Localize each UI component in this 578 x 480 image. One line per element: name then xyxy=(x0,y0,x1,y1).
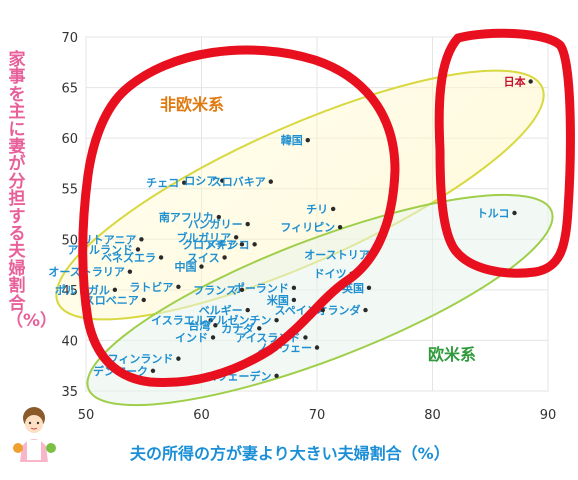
point-label: スロバキア xyxy=(211,176,266,189)
data-point xyxy=(291,285,297,291)
y-tick-label: 40 xyxy=(61,334,78,349)
point-label: ポーランド xyxy=(234,281,289,295)
y-tick-label: 50 xyxy=(61,233,78,248)
point-label: インド xyxy=(175,331,208,344)
data-point xyxy=(213,323,218,328)
data-point xyxy=(366,285,372,291)
data-point xyxy=(337,224,343,230)
point-label: チェコ xyxy=(146,177,179,190)
point-label: オランダ xyxy=(317,303,361,317)
y-tick-label: 35 xyxy=(61,385,78,400)
data-point xyxy=(239,287,245,293)
point-label: 中国 xyxy=(175,260,197,274)
point-label: フィンランド xyxy=(108,353,174,366)
data-point xyxy=(245,221,250,227)
point-label: イスラエル xyxy=(151,314,206,327)
red-circle-western-outliers xyxy=(434,28,575,278)
y-axis-label: 家事を主に妻が分担する夫婦割合（%） xyxy=(6,50,58,332)
data-point xyxy=(314,345,320,350)
data-point xyxy=(233,235,239,240)
y-tick-labels: 35 40 45 50 55 60 65 70 xyxy=(61,31,78,400)
data-point xyxy=(176,284,181,290)
data-point xyxy=(141,297,146,303)
red-circle-non-western xyxy=(78,45,400,387)
data-point xyxy=(135,247,141,252)
data-point xyxy=(176,356,181,361)
point-label: チリ xyxy=(306,203,328,216)
data-point xyxy=(239,242,245,247)
data-point xyxy=(158,255,164,260)
point-label: ドイツ xyxy=(314,268,347,281)
data-point xyxy=(363,307,368,313)
data-point xyxy=(127,269,133,274)
data-point xyxy=(210,335,216,340)
data-point xyxy=(512,210,517,216)
x-tick-label: 60 xyxy=(193,408,210,423)
data-point xyxy=(528,79,533,84)
x-tick-label: 50 xyxy=(78,408,95,423)
x-tick-label: 70 xyxy=(309,408,326,423)
x-tick-labels: 50 60 70 80 90 xyxy=(78,408,557,423)
y-tick-label: 70 xyxy=(61,31,78,46)
group-label-non-western: 非欧米系 xyxy=(160,95,224,114)
x-tick-label: 80 xyxy=(424,408,441,423)
data-point xyxy=(252,242,257,247)
point-label: トルコ xyxy=(477,207,510,220)
data-point xyxy=(305,137,310,143)
point-label: ベルギー xyxy=(199,303,243,317)
data-point xyxy=(181,180,187,185)
y-tick-label: 55 xyxy=(61,183,78,198)
point-label: ラトビア xyxy=(129,280,173,294)
red-circle-annotations xyxy=(78,28,575,387)
data-point xyxy=(208,318,213,323)
data-point xyxy=(150,368,156,373)
data-point xyxy=(220,178,225,183)
point-label: アルゼンチン xyxy=(206,313,272,327)
data-point xyxy=(222,255,227,260)
point-label: 台湾 xyxy=(188,318,210,332)
data-point xyxy=(199,264,204,269)
point-label: ブルガリア xyxy=(176,230,231,244)
data-point xyxy=(303,335,308,340)
point-label: オーストリア xyxy=(304,248,369,261)
point-label: カナダ xyxy=(221,321,254,335)
data-point xyxy=(274,318,279,323)
point-label: 米国 xyxy=(266,293,289,307)
data-point xyxy=(216,214,222,220)
point-label: リトアニア xyxy=(82,233,137,246)
data-point xyxy=(274,373,279,379)
point-label: ロシア xyxy=(184,175,217,188)
point-label: 韓国 xyxy=(281,133,303,147)
point-label: メキシコ xyxy=(206,238,250,251)
x-axis-label: 夫の所得の方が妻より大きい夫婦割合（%） xyxy=(130,444,450,463)
point-label: スロベニア xyxy=(84,294,139,307)
data-point xyxy=(139,237,144,242)
data-point xyxy=(330,206,336,212)
data-point xyxy=(291,297,297,303)
point-label: 日本 xyxy=(504,75,526,89)
data-point xyxy=(245,307,250,313)
point-label: ハンガリー xyxy=(188,217,243,231)
y-tick-label: 65 xyxy=(61,82,78,97)
housewife-mascot-icon xyxy=(13,407,56,462)
x-tick-label: 90 xyxy=(540,408,557,423)
data-point xyxy=(268,179,273,184)
y-tick-label: 45 xyxy=(61,284,78,299)
point-label: スイス xyxy=(187,251,220,264)
data-point xyxy=(112,287,118,293)
data-point xyxy=(257,326,262,331)
point-label: フィリピン xyxy=(280,221,335,234)
point-label: クロアチア xyxy=(182,238,237,251)
point-label: フランス xyxy=(193,284,237,297)
point-label: ベネズエラ xyxy=(101,250,156,264)
group-label-western: 欧米系 xyxy=(428,345,476,364)
point-label: 南アフリカ xyxy=(159,210,214,224)
y-tick-label: 60 xyxy=(61,132,78,147)
